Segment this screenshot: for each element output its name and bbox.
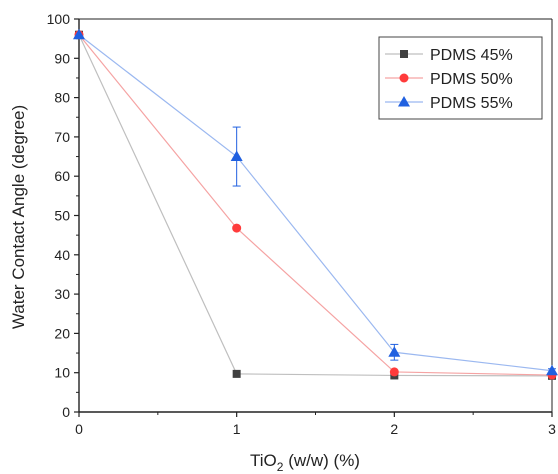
- series-line: [78, 34, 553, 376]
- data-point: [232, 223, 242, 233]
- legend-entry: PDMS 50%: [385, 71, 513, 88]
- y-tick-label: 0: [62, 404, 70, 420]
- series-line: [78, 34, 553, 372]
- legend-marker: [398, 96, 410, 107]
- x-tick-label: 3: [548, 421, 556, 437]
- legend-marker: [400, 50, 408, 58]
- data-point: [73, 28, 85, 40]
- x-axis-title-rest: (w/w) (%): [283, 451, 359, 470]
- series-layer: [73, 28, 558, 380]
- legend-label: PDMS 55%: [430, 95, 513, 112]
- data-point: [389, 367, 399, 377]
- x-tick-label: 0: [75, 421, 83, 437]
- legend-entry: PDMS 55%: [385, 95, 513, 112]
- y-tick-label: 30: [54, 286, 70, 302]
- y-axis-title: Water Contact Angle (degree): [9, 105, 28, 329]
- legend: PDMS 45% PDMS 50% PDMS 55%: [378, 36, 543, 120]
- y-axis-ticks: 0 10 20 30 40 50 60 70 80 90 100: [47, 11, 79, 420]
- data-point: [232, 369, 241, 378]
- legend-marker: [399, 73, 409, 83]
- y-tick-label: 80: [54, 90, 70, 106]
- legend-entry: PDMS 45%: [385, 47, 513, 64]
- x-axis-title-subscript: 2: [277, 460, 284, 474]
- legend-label: PDMS 45%: [430, 47, 513, 64]
- y-tick-label: 10: [54, 365, 70, 381]
- x-tick-label: 2: [390, 421, 398, 437]
- data-point: [546, 364, 558, 376]
- y-tick-label: 90: [54, 50, 70, 66]
- x-axis-title: TiO2 (w/w) (%): [250, 451, 360, 474]
- y-tick-label: 50: [54, 208, 70, 224]
- data-point: [230, 150, 243, 162]
- series-3: [73, 28, 558, 376]
- y-tick-label: 40: [54, 247, 70, 263]
- x-axis-title-main: TiO: [250, 451, 277, 470]
- y-tick-label: 20: [54, 325, 70, 341]
- y-tick-label: 100: [47, 11, 71, 27]
- x-axis-ticks: 0 1 2 3: [75, 412, 556, 437]
- legend-label: PDMS 50%: [430, 71, 513, 88]
- series-line: [78, 34, 553, 377]
- x-tick-label: 1: [233, 421, 241, 437]
- y-tick-label: 70: [54, 129, 70, 145]
- y-tick-label: 60: [54, 168, 70, 184]
- data-point: [388, 346, 401, 357]
